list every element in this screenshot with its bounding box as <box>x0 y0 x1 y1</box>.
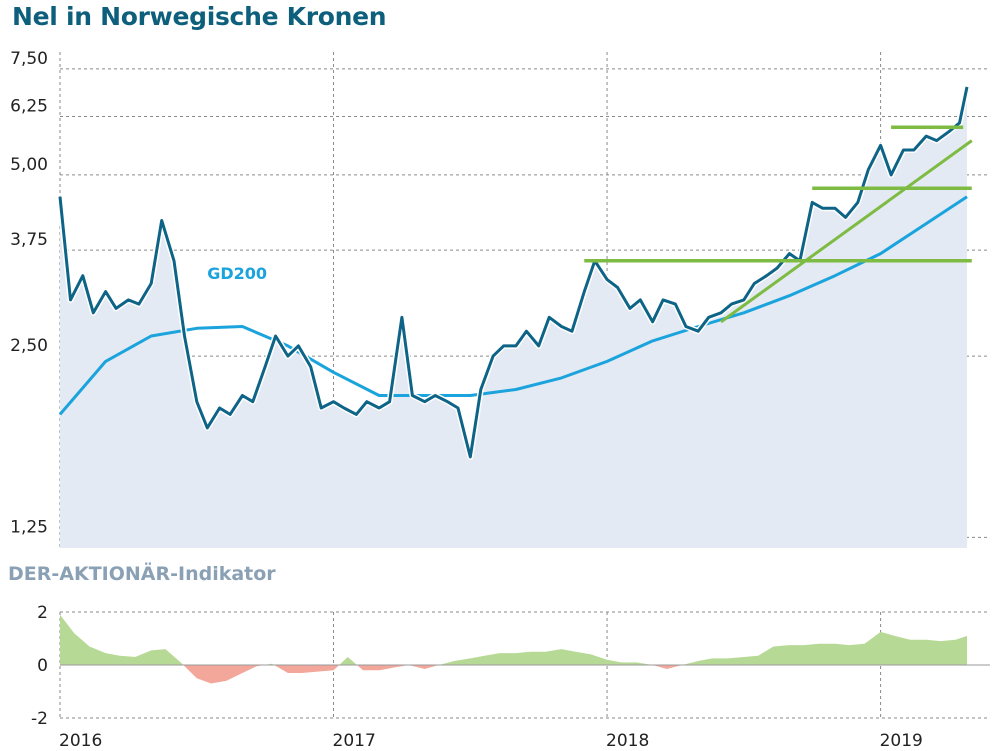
x-tick-label-2019: 2019 <box>880 731 923 751</box>
x-tick-label-2017: 2017 <box>333 731 376 751</box>
indicator-title: DER-AKTIONÄR-Indikator <box>8 563 276 585</box>
price-line <box>58 86 969 459</box>
main-y-tick-label: 7,50 <box>10 49 48 69</box>
main-y-tick-label: 1,25 <box>10 517 48 537</box>
gd200-label: GD200 <box>207 264 267 283</box>
indicator-positive-area <box>60 614 967 665</box>
x-tick-label-2018: 2018 <box>606 731 649 751</box>
gd200-line <box>58 195 968 416</box>
chart-title: Nel in Norwegische Kronen <box>12 2 387 31</box>
indicator-y-tick-label: -2 <box>31 709 48 729</box>
price-area-fill <box>60 86 967 549</box>
trend-line <box>720 139 973 324</box>
main-y-tick-label: 3,75 <box>10 230 48 250</box>
main-y-tick-label: 2,50 <box>10 336 48 356</box>
indicator-negative-area <box>60 665 967 684</box>
main-y-tick-label: 5,00 <box>10 155 48 175</box>
x-tick-label-2016: 2016 <box>59 731 102 751</box>
indicator-y-tick-label: 0 <box>37 656 48 676</box>
main-y-tick-label: 6,25 <box>10 97 48 117</box>
indicator-y-tick-label: 2 <box>37 603 48 623</box>
